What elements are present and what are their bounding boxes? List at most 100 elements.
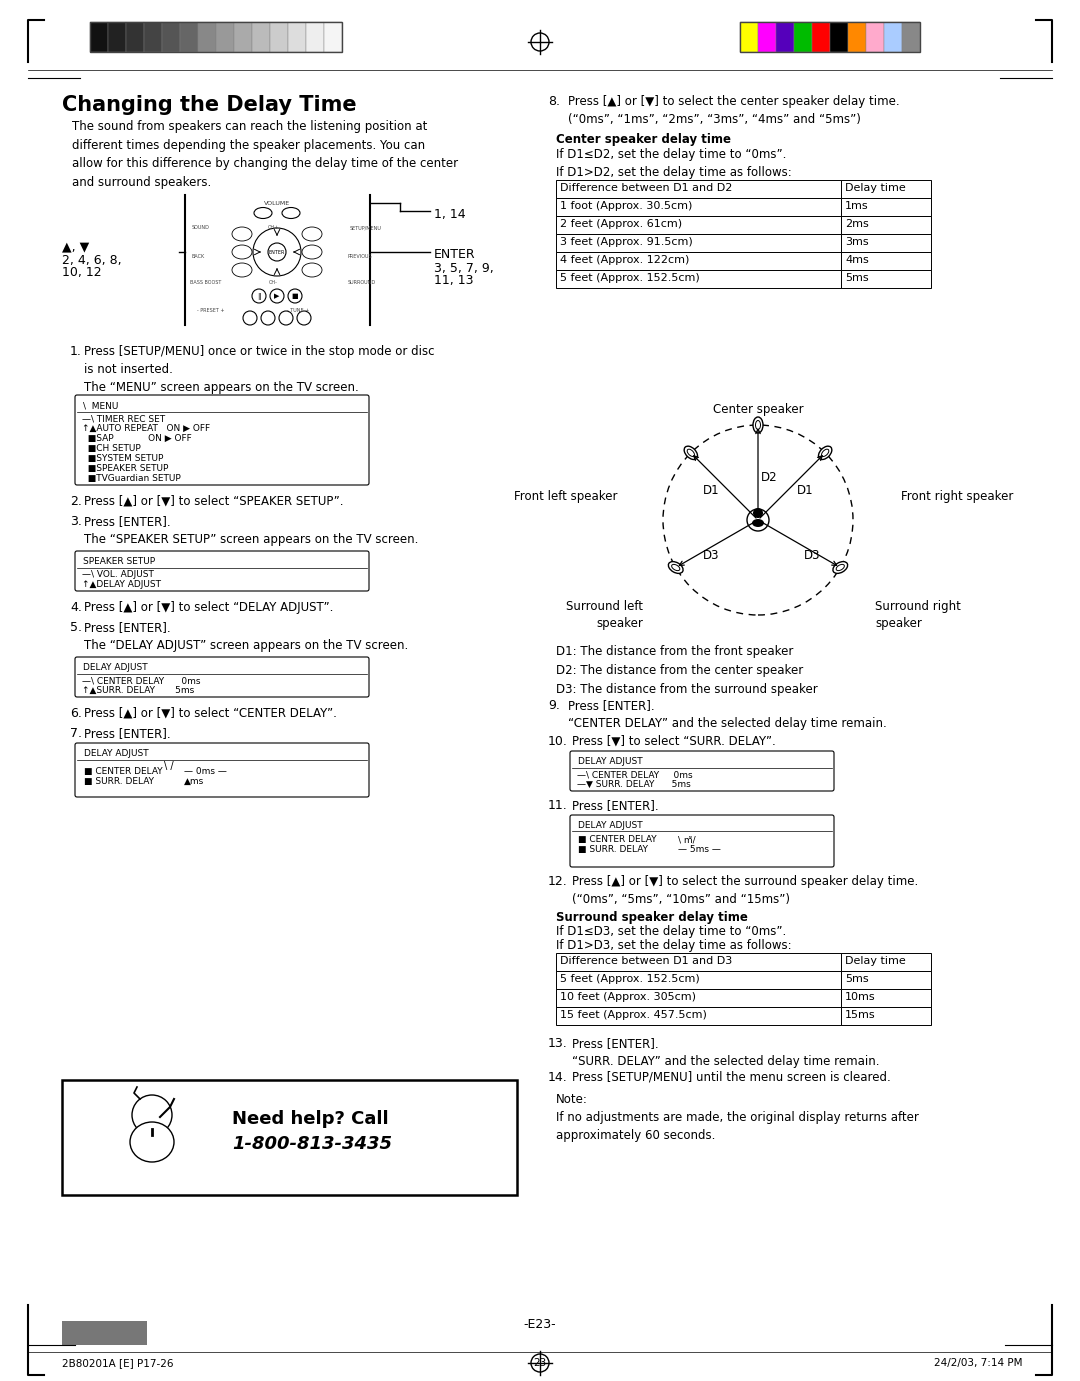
Bar: [841, 271, 931, 289]
Bar: [841, 989, 931, 1007]
Text: SOUND: SOUND: [192, 225, 210, 231]
Bar: [162, 22, 180, 52]
Bar: [90, 22, 108, 52]
Text: 7.: 7.: [70, 726, 82, 740]
Text: 8.: 8.: [548, 95, 561, 108]
Text: Press [ENTER].
The “DELAY ADJUST” screen appears on the TV screen.: Press [ENTER]. The “DELAY ADJUST” screen…: [84, 621, 408, 652]
Bar: [885, 22, 902, 52]
Text: 5ms: 5ms: [845, 273, 868, 283]
Bar: [108, 22, 126, 52]
Text: Press [▲] or [▼] to select “DELAY ADJUST”.: Press [▲] or [▼] to select “DELAY ADJUST…: [84, 601, 334, 615]
Text: ■ SURR. DELAY: ■ SURR. DELAY: [84, 778, 154, 786]
Text: Press [▲] or [▼] to select “CENTER DELAY”.: Press [▲] or [▼] to select “CENTER DELAY…: [84, 707, 337, 720]
Ellipse shape: [819, 446, 832, 460]
Text: D2: D2: [761, 471, 778, 483]
Text: Need help? Call: Need help? Call: [232, 1110, 389, 1128]
Bar: [252, 22, 270, 52]
Text: If D1>D2, set the delay time as follows:: If D1>D2, set the delay time as follows:: [556, 166, 792, 180]
FancyBboxPatch shape: [75, 551, 369, 591]
Text: ↑▲SURR. DELAY       5ms: ↑▲SURR. DELAY 5ms: [82, 686, 194, 695]
Text: —\ CENTER DELAY     0ms: —\ CENTER DELAY 0ms: [577, 771, 692, 779]
Text: 15ms: 15ms: [845, 1010, 876, 1021]
Text: 2B80201A [E] P17-26: 2B80201A [E] P17-26: [62, 1358, 174, 1369]
Text: VOLUME: VOLUME: [264, 202, 291, 206]
Ellipse shape: [302, 244, 322, 260]
Ellipse shape: [232, 262, 252, 278]
Text: 5 feet (Approx. 152.5cm): 5 feet (Approx. 152.5cm): [561, 974, 700, 985]
Text: 13.: 13.: [548, 1037, 568, 1050]
Text: —\ TIMER REC SET: —\ TIMER REC SET: [82, 414, 165, 423]
Text: ↑▲DELAY ADJUST: ↑▲DELAY ADJUST: [82, 580, 161, 590]
Text: Press [ENTER].
The “SPEAKER SETUP” screen appears on the TV screen.: Press [ENTER]. The “SPEAKER SETUP” scree…: [84, 515, 418, 545]
Text: ‖: ‖: [257, 293, 260, 300]
Text: Press [SETUP/MENU] once or twice in the stop mode or disc
is not inserted.
The “: Press [SETUP/MENU] once or twice in the …: [84, 345, 434, 394]
Text: SURROUND: SURROUND: [348, 280, 376, 284]
Text: 9.: 9.: [548, 699, 559, 713]
Bar: [556, 989, 841, 1007]
Text: ■ CENTER DELAY: ■ CENTER DELAY: [578, 836, 657, 844]
Text: ENTER: ENTER: [434, 249, 475, 261]
Text: 2ms: 2ms: [845, 220, 868, 229]
Text: Difference between D1 and D2: Difference between D1 and D2: [561, 184, 732, 193]
Text: 24/2/03, 7:14 PM: 24/2/03, 7:14 PM: [933, 1358, 1022, 1369]
Text: ■: ■: [292, 293, 298, 300]
Text: Note:
If no adjustments are made, the original display returns after
approximate: Note: If no adjustments are made, the or…: [556, 1092, 919, 1142]
FancyBboxPatch shape: [570, 751, 834, 791]
Text: 4.: 4.: [70, 601, 82, 615]
Text: If D1>D3, set the delay time as follows:: If D1>D3, set the delay time as follows:: [556, 939, 792, 952]
Text: 23: 23: [534, 1358, 546, 1369]
Bar: [841, 971, 931, 989]
FancyBboxPatch shape: [570, 815, 834, 867]
Text: Press [ENTER].
“CENTER DELAY” and the selected delay time remain.: Press [ENTER]. “CENTER DELAY” and the se…: [568, 699, 887, 731]
Text: ↑▲AUTO REPEAT   ON ▶ OFF: ↑▲AUTO REPEAT ON ▶ OFF: [82, 424, 211, 434]
Text: 12.: 12.: [548, 876, 568, 888]
Text: Delay time: Delay time: [845, 956, 906, 965]
Text: DELAY ADJUST: DELAY ADJUST: [578, 757, 643, 766]
Ellipse shape: [822, 449, 828, 457]
Bar: [180, 22, 198, 52]
Ellipse shape: [833, 562, 848, 573]
Bar: [556, 251, 841, 271]
Text: 2 feet (Approx. 61cm): 2 feet (Approx. 61cm): [561, 220, 683, 229]
Bar: [126, 22, 144, 52]
Bar: [556, 971, 841, 989]
Ellipse shape: [282, 207, 300, 218]
Bar: [556, 197, 841, 215]
Bar: [758, 22, 777, 52]
Ellipse shape: [684, 446, 698, 460]
Ellipse shape: [687, 449, 694, 457]
Ellipse shape: [302, 226, 322, 242]
Bar: [144, 22, 162, 52]
Text: ■ SURR. DELAY: ■ SURR. DELAY: [578, 845, 648, 853]
Bar: [288, 22, 306, 52]
Text: ▲ms: ▲ms: [184, 778, 204, 786]
Text: Press [SETUP/MENU] until the menu screen is cleared.: Press [SETUP/MENU] until the menu screen…: [572, 1072, 891, 1084]
Circle shape: [261, 311, 275, 325]
Text: 11.: 11.: [548, 800, 568, 812]
Ellipse shape: [747, 510, 769, 532]
Text: ■SPEAKER SETUP: ■SPEAKER SETUP: [82, 464, 168, 474]
Bar: [841, 233, 931, 251]
Ellipse shape: [302, 262, 322, 278]
Text: CH-: CH-: [269, 280, 278, 284]
Text: 10, 12: 10, 12: [62, 267, 102, 279]
Ellipse shape: [130, 1121, 174, 1161]
Text: 1ms: 1ms: [845, 202, 868, 211]
Text: — 0ms —: — 0ms —: [184, 766, 227, 776]
Bar: [187, 197, 368, 323]
Text: CH+: CH+: [268, 225, 279, 231]
Text: 2, 4, 6, 8,: 2, 4, 6, 8,: [62, 254, 122, 267]
Bar: [234, 22, 252, 52]
Circle shape: [279, 311, 293, 325]
Text: SETUP/MENU: SETUP/MENU: [350, 225, 382, 231]
FancyBboxPatch shape: [75, 657, 369, 697]
Bar: [841, 215, 931, 233]
Text: D3: D3: [703, 548, 719, 562]
Ellipse shape: [232, 226, 252, 242]
Text: Surround speaker delay time: Surround speaker delay time: [556, 911, 747, 924]
Text: Delay time: Delay time: [845, 184, 906, 193]
Circle shape: [253, 228, 301, 276]
Text: Front left speaker: Front left speaker: [514, 490, 618, 503]
Bar: [270, 22, 288, 52]
Bar: [556, 271, 841, 289]
